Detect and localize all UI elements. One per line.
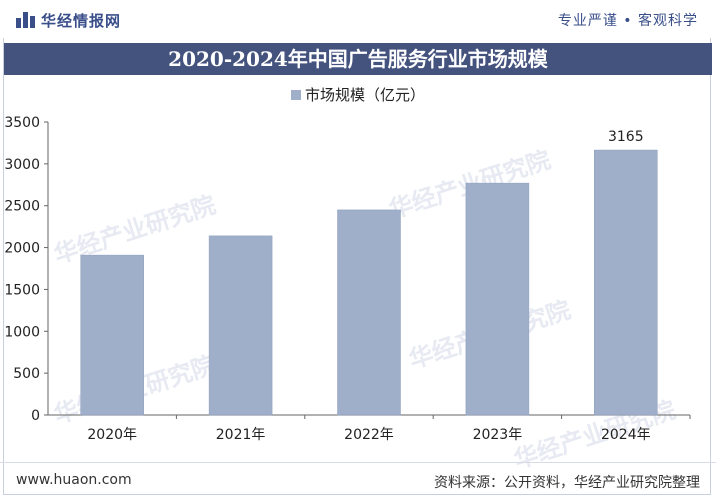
y-tick-label: 3000	[4, 157, 40, 173]
y-tick-label: 2000	[4, 241, 40, 257]
legend-swatch	[290, 90, 301, 100]
x-tick-label: 2023年	[473, 427, 523, 443]
bar	[594, 149, 658, 416]
y-tick-label: 1500	[4, 282, 40, 298]
y-tick-label: 2500	[4, 199, 40, 215]
header-bar: 华经情报网 专业严谨 • 客观科学	[0, 0, 716, 38]
y-tick-label: 3500	[4, 115, 40, 131]
brand-name: 华经情报网	[41, 11, 122, 30]
data-source: 资料来源：公开资料，华经产业研究院整理	[434, 475, 700, 491]
footer: www.huaon.com 资料来源：公开资料，华经产业研究院整理	[0, 462, 716, 497]
brand-slogan: 专业严谨 • 客观科学	[557, 13, 698, 29]
data-label: 3165	[608, 129, 644, 145]
x-tick-label: 2021年	[216, 427, 266, 443]
y-tick-label: 0	[31, 408, 40, 424]
x-tick-label: 2022年	[344, 427, 394, 443]
logo-mark-icon	[16, 12, 35, 28]
site-url: www.huaon.com	[16, 472, 132, 488]
y-tick-label: 500	[13, 366, 40, 382]
x-tick-label: 2020年	[87, 427, 137, 443]
legend-label: 市场规模（亿元）	[304, 86, 425, 104]
bar	[337, 209, 401, 416]
title-bar: 2020-2024年中国广告服务行业市场规模	[4, 43, 712, 75]
bar	[208, 235, 273, 416]
chart-title: 2020-2024年中国广告服务行业市场规模	[168, 47, 548, 71]
bar	[80, 254, 144, 416]
y-tick-label: 1000	[4, 324, 40, 340]
brand-logo: 华经情报网	[16, 10, 121, 30]
x-tick-label: 2024年	[601, 427, 651, 443]
chart-legend: 市场规模（亿元）	[0, 84, 716, 105]
bar	[465, 182, 530, 416]
